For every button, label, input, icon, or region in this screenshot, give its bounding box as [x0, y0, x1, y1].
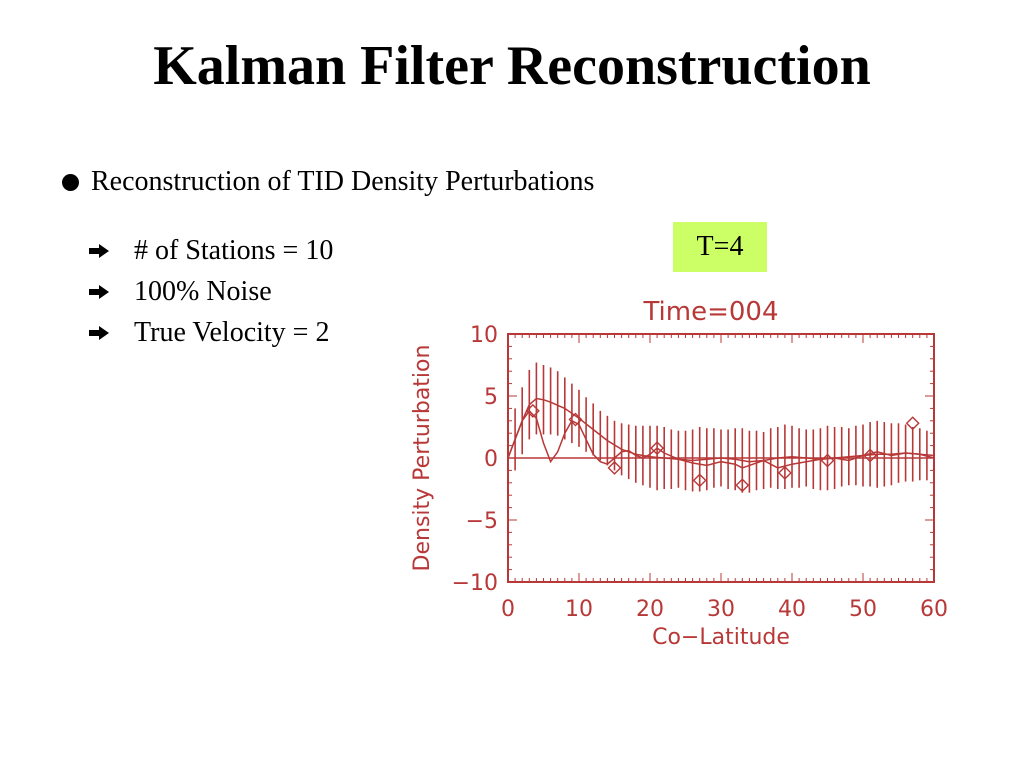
x-tick-label: 10 — [565, 597, 593, 622]
sub-bullet: True Velocity = 2 — [88, 312, 333, 353]
time-step-badge: T=4 — [673, 222, 767, 272]
data-point-diamond — [820, 453, 835, 468]
data-point-diamond — [525, 403, 540, 418]
sub-bullet-list: # of Stations = 10 100% Noise True Veloc… — [88, 230, 333, 353]
x-tick-label: 60 — [920, 597, 948, 622]
y-tick-label: 10 — [470, 323, 498, 348]
data-point-diamond — [777, 465, 792, 480]
data-point-diamond — [905, 416, 920, 431]
y-tick-label: 0 — [484, 447, 498, 472]
main-bullet: Reconstruction of TID Density Perturbati… — [62, 164, 594, 200]
data-point-diamond — [568, 412, 583, 427]
sub-bullet: 100% Noise — [88, 271, 333, 312]
x-tick-label: 40 — [778, 597, 806, 622]
x-axis-label: Co−Latitude — [652, 625, 790, 650]
sub-bullet-text: 100% Noise — [134, 276, 272, 307]
y-axis-label: Density Perturbation — [410, 345, 435, 572]
sub-bullet-text: True Velocity = 2 — [134, 317, 330, 348]
x-tick-label: 50 — [849, 597, 877, 622]
data-point-diamond — [863, 448, 878, 463]
data-point-diamond — [607, 460, 622, 475]
y-tick-label: −10 — [452, 571, 498, 596]
density-perturbation-chart: 0 10 20 30 40 50 601050−5−10Time=004Co−Latitud… — [410, 297, 948, 650]
main-bullet-text: Reconstruction of TID Density Perturbati… — [91, 166, 595, 197]
bullet-dot-icon — [62, 173, 79, 191]
arrow-right-icon — [89, 243, 109, 258]
chart-title: Time=004 — [642, 297, 778, 327]
arrow-right-icon — [89, 284, 109, 299]
sub-bullet: # of Stations = 10 — [88, 230, 333, 271]
x-tick-label: 20 — [636, 597, 664, 622]
slide-title: Kalman Filter Reconstruction — [153, 35, 871, 97]
sub-bullet-text: # of Stations = 10 — [134, 235, 334, 266]
x-tick-label: 30 — [707, 597, 735, 622]
data-point-diamond — [735, 478, 750, 493]
y-tick-label: −5 — [466, 509, 498, 534]
data-point-diamond — [650, 441, 665, 456]
arrow-right-icon — [89, 325, 109, 340]
x-tick-label: 0 — [501, 597, 515, 622]
data-point-diamond — [692, 473, 707, 488]
y-tick-label: 5 — [484, 385, 498, 410]
